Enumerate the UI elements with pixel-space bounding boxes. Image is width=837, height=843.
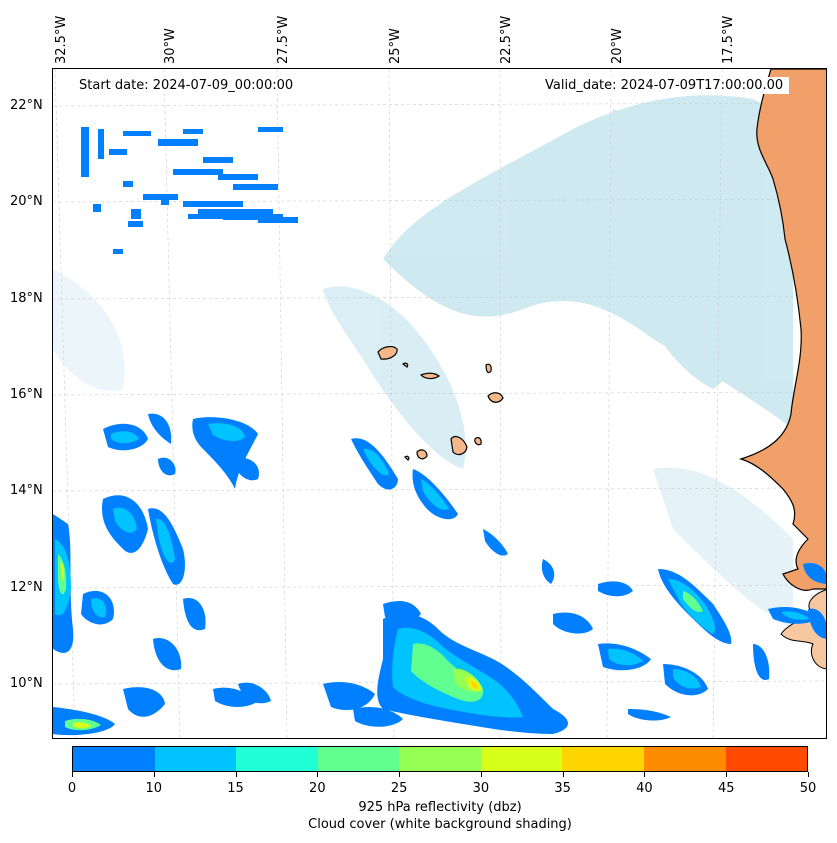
lat-label-10n: 10°N (10, 676, 43, 691)
south-central-cluster (238, 613, 568, 734)
colorbar-segment-7 (643, 747, 726, 771)
colorbar-title: 925 hPa reflectivity (dbz) (358, 800, 522, 815)
island-santo-antao (377, 346, 398, 360)
colorbar-tick-label-30: 30 (472, 781, 490, 796)
colorbar-tick-label-15: 15 (227, 781, 244, 796)
lon-label-25w: 25°W (388, 28, 403, 64)
lon-label-20w: 20°W (610, 28, 625, 64)
lon-label-27-5w: 27.5°W (276, 15, 291, 64)
lat-label-22n: 22°N (10, 98, 43, 113)
colorbar-tick-50 (808, 772, 809, 777)
map-canvas (53, 69, 826, 738)
colorbar-tick-label-45: 45 (717, 781, 735, 796)
lat-label-12n: 12°N (10, 580, 43, 595)
colorbar-tick-25 (399, 772, 401, 777)
colorbar-tick-35 (562, 772, 564, 777)
colorbar-subtitle: Cloud cover (white background shading) (308, 817, 572, 832)
colorbar-tick-label-20: 20 (309, 781, 326, 796)
colorbar-tick-0 (72, 772, 73, 777)
lon-label-22-5w: 22.5°W (499, 15, 514, 64)
colorbar-segment-6 (562, 747, 644, 771)
reflectivity-layer (53, 127, 826, 736)
colorbar-tick-label-25: 25 (390, 781, 408, 796)
colorbar-segment-3 (317, 747, 400, 771)
colorbar-segment-1 (154, 747, 237, 771)
colorbar-segment-0 (73, 747, 155, 771)
colorbar-tick-label-10: 10 (145, 781, 163, 796)
west-clusters (53, 413, 259, 736)
colorbar-tick-label-35: 35 (554, 781, 571, 796)
colorbar-segment-8 (725, 747, 808, 771)
east-clusters (553, 563, 826, 721)
start-date-stamp: Start date: 2024-07-09_00:00:00 (73, 77, 300, 94)
island-sao-nicolau (419, 372, 441, 380)
lon-label-17-5w: 17.5°W (721, 15, 736, 64)
colorbar-tick-label-0: 0 (67, 781, 77, 796)
colorbar-segment-4 (399, 747, 481, 771)
central-band (351, 438, 555, 622)
colorbar-segment-5 (480, 747, 563, 771)
cloud-cover-layer (53, 95, 793, 629)
lat-label-14n: 14°N (10, 483, 43, 498)
lat-label-20n: 20°N (10, 194, 43, 209)
nw-streaks (81, 127, 298, 254)
lon-label-30w: 30°W (163, 28, 178, 64)
island-santiago (450, 436, 468, 456)
reflectivity-colorbar (72, 746, 808, 772)
colorbar-segment-2 (236, 747, 318, 771)
island-brava (404, 455, 410, 461)
land-mauritania-senegal (738, 69, 826, 591)
cloud-region-west (53, 269, 125, 391)
island-sao-vicente (401, 362, 409, 368)
colorbar-tick-label-50: 50 (799, 781, 817, 796)
cloud-region-south-east (653, 467, 793, 629)
lat-label-18n: 18°N (10, 291, 43, 306)
colorbar-tick-label-40: 40 (636, 781, 653, 796)
lon-label-32-5w: 32.5°W (54, 15, 69, 64)
island-boa-vista (487, 392, 504, 403)
island-maio (474, 437, 482, 446)
cloud-region-coast (607, 109, 756, 389)
island-fogo (416, 449, 428, 460)
colorbar-tick-30 (480, 772, 482, 777)
colorbar-tick-40 (644, 772, 646, 777)
colorbar-tick-15 (235, 772, 237, 777)
cape-verde-islands (377, 346, 504, 461)
island-sal (485, 363, 492, 374)
lat-label-16n: 16°N (10, 387, 43, 402)
valid-date-stamp: Valid_date: 2024-07-09T17:00:00.00 (539, 77, 790, 94)
colorbar-tick-20 (317, 772, 319, 777)
map-panel[interactable] (52, 68, 827, 739)
colorbar-tick-10 (153, 772, 155, 777)
cloud-region-central (323, 286, 466, 469)
colorbar-tick-45 (726, 772, 728, 777)
